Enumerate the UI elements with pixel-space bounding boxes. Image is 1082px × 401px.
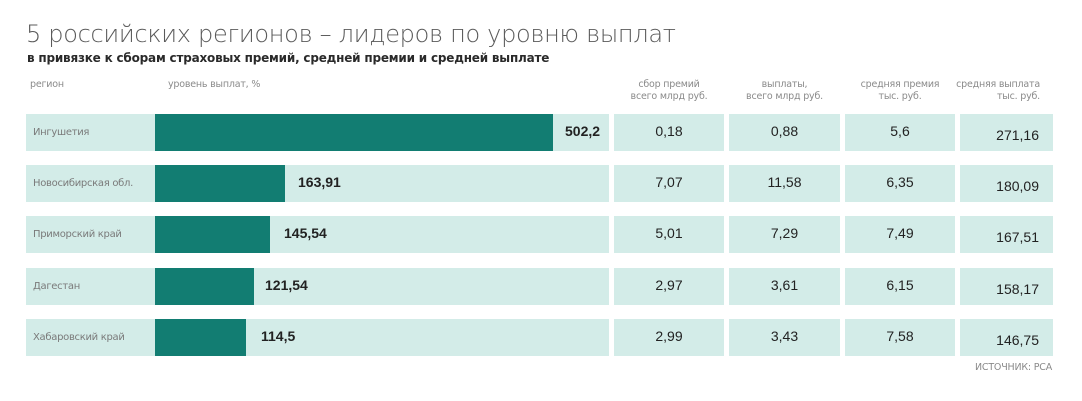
- region-cell: Ингушетия 502,2: [26, 114, 609, 151]
- payout-level-value: 502,2: [565, 123, 601, 139]
- premiums-value: 2,99: [655, 328, 683, 344]
- payout-level-bar: [155, 319, 246, 356]
- table-row: Хабаровский край 114,5 2,99 3,43 7,58 14…: [0, 319, 1082, 356]
- avg-payout-cell: 146,75: [960, 319, 1053, 356]
- column-header-premiums: сбор премий всего млрд руб.: [614, 79, 724, 103]
- avg-payout-cell: 271,16: [960, 114, 1053, 151]
- column-header-avg-payout-line1: средняя выплата: [956, 79, 1040, 90]
- avg-premium-value: 6,35: [886, 174, 914, 190]
- avg-payout-value: 158,17: [996, 281, 1039, 297]
- payouts-value: 0,88: [770, 123, 799, 139]
- column-header-avg-payout-line2: тыс. руб.: [996, 91, 1040, 102]
- avg-payout-cell: 167,51: [960, 216, 1053, 253]
- avg-payout-value: 167,51: [996, 229, 1039, 245]
- payout-level-bar: [155, 216, 270, 253]
- region-label: Новосибирская обл.: [33, 178, 133, 189]
- avg-payout-cell: 180,09: [960, 165, 1053, 202]
- avg-premium-cell: 5,6: [845, 114, 955, 151]
- avg-premium-value: 7,49: [886, 225, 914, 241]
- payouts-value: 11,58: [767, 174, 802, 190]
- payout-level-value: 114,5: [261, 328, 296, 344]
- payout-level-value: 163,91: [298, 174, 341, 190]
- source-note: ИСТОЧНИК: РСА: [974, 362, 1052, 373]
- avg-payout-value: 146,75: [996, 332, 1039, 348]
- column-header-payouts-line2: всего млрд руб.: [746, 91, 823, 102]
- avg-payout-value: 180,09: [996, 178, 1039, 194]
- payouts-cell: 3,43: [729, 319, 840, 356]
- region-cell: Хабаровский край 114,5: [26, 319, 609, 356]
- avg-premium-cell: 6,35: [845, 165, 955, 202]
- chart-title: 5 российских регионов – лидеров по уровн…: [26, 20, 676, 48]
- payout-level-bar: [155, 268, 254, 305]
- payouts-cell: 0,88: [729, 114, 840, 151]
- payout-level-bar: [155, 114, 553, 151]
- payouts-value: 7,29: [770, 225, 799, 241]
- payouts-cell: 3,61: [729, 268, 840, 305]
- avg-premium-cell: 7,49: [845, 216, 955, 253]
- table-row: Новосибирская обл. 163,91 7,07 11,58 6,3…: [0, 165, 1082, 202]
- premiums-cell: 2,99: [614, 319, 724, 356]
- premiums-value: 5,01: [655, 225, 683, 241]
- premiums-cell: 0,18: [614, 114, 724, 151]
- avg-premium-cell: 7,58: [845, 319, 955, 356]
- column-header-premiums-line1: сбор премий: [638, 79, 700, 90]
- region-label: Хабаровский край: [33, 332, 125, 343]
- column-header-payout-level: уровень выплат, %: [168, 79, 261, 90]
- region-cell: Новосибирская обл. 163,91: [26, 165, 609, 202]
- premiums-value: 2,97: [655, 277, 683, 293]
- payouts-value: 3,43: [770, 328, 799, 344]
- column-header-avg-payout: средняя выплата тыс. руб.: [950, 79, 1040, 103]
- table-row: Ингушетия 502,2 0,18 0,88 5,6 271,16: [0, 114, 1082, 151]
- region-label: Приморский край: [33, 229, 122, 240]
- region-cell: Приморский край 145,54: [26, 216, 609, 253]
- payout-level-value: 145,54: [284, 225, 327, 241]
- table-row: Приморский край 145,54 5,01 7,29 7,49 16…: [0, 216, 1082, 253]
- column-header-avg-premium-line2: тыс. руб.: [878, 91, 922, 102]
- avg-payout-value: 271,16: [996, 127, 1039, 143]
- premiums-cell: 2,97: [614, 268, 724, 305]
- payouts-value: 3,61: [770, 277, 799, 293]
- chart-subtitle: в привязке к сборам страховых премий, ср…: [27, 51, 550, 65]
- premiums-value: 0,18: [655, 123, 683, 139]
- column-header-region: регион: [30, 79, 64, 90]
- payout-level-bar: [155, 165, 285, 202]
- column-header-payouts: выплаты, всего млрд руб.: [729, 79, 840, 103]
- region-label: Дагестан: [33, 281, 80, 292]
- region-label: Ингушетия: [33, 127, 90, 138]
- premiums-cell: 5,01: [614, 216, 724, 253]
- region-cell: Дагестан 121,54: [26, 268, 609, 305]
- payout-level-value: 121,54: [265, 277, 308, 293]
- premiums-value: 7,07: [655, 174, 683, 190]
- column-header-premiums-line2: всего млрд руб.: [630, 91, 708, 102]
- avg-premium-value: 7,58: [886, 328, 914, 344]
- avg-payout-cell: 158,17: [960, 268, 1053, 305]
- column-header-avg-premium: средняя премия тыс. руб.: [845, 79, 955, 103]
- payouts-cell: 11,58: [729, 165, 840, 202]
- avg-premium-cell: 6,15: [845, 268, 955, 305]
- column-header-avg-premium-line1: средняя премия: [860, 79, 940, 90]
- column-header-payouts-line1: выплаты,: [761, 79, 808, 90]
- table-row: Дагестан 121,54 2,97 3,61 6,15 158,17: [0, 268, 1082, 305]
- avg-premium-value: 5,6: [890, 123, 910, 139]
- avg-premium-value: 6,15: [886, 277, 914, 293]
- payouts-cell: 7,29: [729, 216, 840, 253]
- premiums-cell: 7,07: [614, 165, 724, 202]
